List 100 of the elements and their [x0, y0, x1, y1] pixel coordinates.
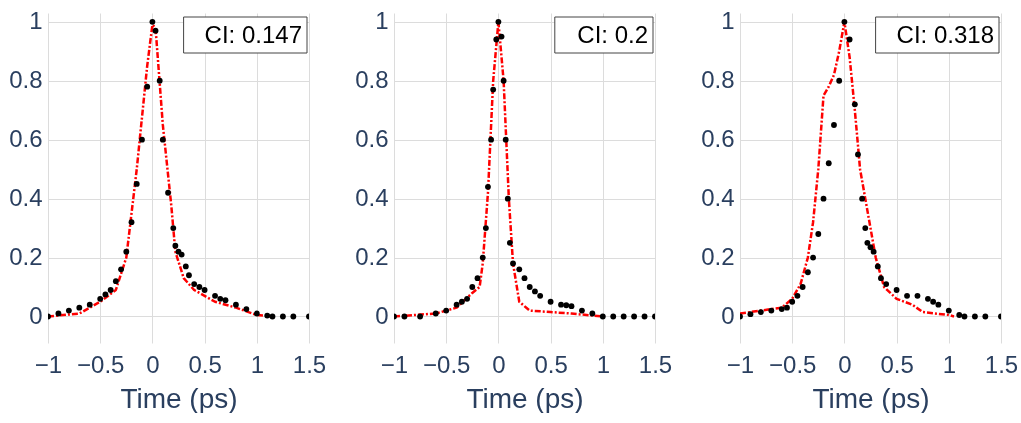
x-axis-title: Time (ps) [120, 382, 238, 414]
point [794, 292, 801, 299]
point [65, 307, 72, 314]
point [485, 183, 491, 190]
point [883, 281, 890, 287]
point [196, 284, 203, 290]
point [757, 309, 764, 315]
point [841, 18, 848, 25]
point [170, 225, 177, 231]
point [893, 287, 900, 293]
point [118, 266, 124, 273]
point [532, 288, 538, 295]
point [112, 278, 119, 285]
point [537, 292, 544, 299]
point [139, 136, 145, 143]
point [930, 298, 937, 305]
point [547, 298, 554, 305]
point [144, 83, 151, 90]
point [631, 313, 638, 320]
point [862, 225, 869, 231]
point [815, 231, 822, 237]
point [479, 254, 486, 261]
point [493, 36, 500, 43]
x-tick-label: 0.5 [880, 350, 914, 378]
annotation: CI: 0.318 [896, 21, 994, 48]
x-tick-label: −0.5 [423, 350, 471, 378]
point [859, 195, 866, 202]
x-tick-label: 0.5 [534, 350, 568, 378]
x-tick-label: 1 [942, 350, 956, 378]
point [768, 307, 775, 314]
x-tick-label: −1 [34, 350, 63, 378]
point [579, 307, 585, 314]
point [568, 303, 575, 310]
y-tick-label: 0.6 [355, 125, 389, 153]
point [233, 301, 239, 308]
point [504, 195, 511, 202]
point [149, 18, 156, 25]
point [490, 86, 497, 93]
point [133, 180, 140, 187]
point [107, 287, 114, 293]
point [925, 295, 931, 302]
y-tick-label: 0.8 [355, 66, 389, 94]
point [458, 298, 465, 305]
point [191, 281, 198, 287]
y-tick-label: 0.2 [9, 243, 43, 271]
point [914, 292, 921, 299]
point [789, 298, 796, 305]
point [820, 195, 827, 202]
point [432, 310, 439, 317]
point [212, 292, 218, 299]
point [516, 266, 523, 273]
point [836, 77, 843, 84]
point [810, 254, 816, 261]
y-tick-label: 0.2 [701, 243, 735, 271]
y-tick-label: 0 [29, 301, 43, 329]
point [506, 239, 513, 246]
x-tick-label: 1.5 [292, 350, 327, 378]
point [558, 301, 564, 308]
y-tick-label: 0.4 [355, 184, 389, 212]
point [956, 312, 963, 318]
y-tick-label: 0.8 [9, 66, 43, 94]
x-tick-label: −1 [380, 350, 409, 378]
point [874, 263, 881, 270]
point [502, 136, 509, 143]
point [401, 313, 408, 320]
point [599, 313, 606, 320]
point [620, 313, 627, 320]
point [870, 248, 877, 255]
x-tick-label: 0 [838, 350, 852, 378]
x-tick-label: −0.5 [77, 350, 125, 378]
point [747, 311, 754, 318]
point [269, 313, 276, 320]
point [864, 239, 871, 246]
x-axis-title: Time (ps) [812, 382, 930, 414]
x-tick-label: 1.5 [984, 350, 1019, 378]
point [474, 275, 481, 282]
point [610, 313, 617, 320]
x-tick-label: 1 [596, 350, 610, 378]
point [982, 313, 989, 320]
point [589, 310, 596, 317]
y-tick-label: 0.4 [9, 184, 43, 212]
point [128, 219, 135, 226]
point [469, 284, 476, 290]
point [182, 263, 189, 270]
point [55, 310, 62, 317]
x-tick-label: −0.5 [769, 350, 817, 378]
x-tick-label: 0.5 [188, 350, 222, 378]
x-tick-label: 0 [492, 350, 506, 378]
point [521, 275, 528, 282]
point [851, 101, 858, 108]
point [799, 284, 806, 290]
point [159, 136, 166, 143]
y-tick-label: 0.6 [701, 125, 735, 153]
point [526, 284, 533, 290]
x-tick-label: 1 [250, 350, 264, 378]
point [165, 189, 171, 196]
point [495, 18, 502, 25]
point [217, 295, 224, 302]
y-tick-label: 0 [721, 301, 735, 329]
point [831, 122, 837, 128]
